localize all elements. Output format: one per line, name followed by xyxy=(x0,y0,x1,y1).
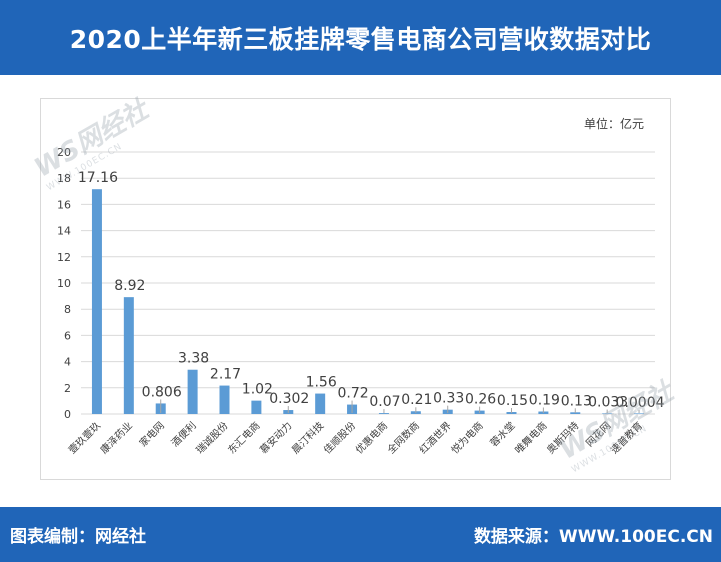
y-tick-label: 16 xyxy=(57,198,71,211)
data-label: 0.33 xyxy=(433,391,464,407)
x-tick-label: 网花网 xyxy=(583,419,613,449)
x-tick-label: 全网数商 xyxy=(384,419,421,456)
y-tick-label: 10 xyxy=(57,277,71,290)
x-tick-label: 红酒世界 xyxy=(416,419,453,456)
bar xyxy=(506,412,517,414)
bar xyxy=(219,385,230,414)
y-tick-label: 20 xyxy=(57,146,71,159)
x-tick-label: 悦为电商 xyxy=(448,419,485,456)
x-tick-label: 瑞诚股份 xyxy=(194,420,231,457)
y-tick-label: 6 xyxy=(64,329,71,342)
data-label: 0.13 xyxy=(561,393,592,409)
x-tick-label: 蓉水堂 xyxy=(487,419,517,449)
data-label: 0.806 xyxy=(142,384,182,400)
x-tick-label: 家电网 xyxy=(136,419,166,449)
data-label: 0.21 xyxy=(401,392,432,408)
x-tick-label: 唯舞电商 xyxy=(512,419,549,456)
data-labels: 17.168.920.8063.382.171.020.3021.560.720… xyxy=(78,170,665,413)
data-label: 17.16 xyxy=(78,170,118,186)
x-tick-label: 慕安动力 xyxy=(257,419,294,456)
bar xyxy=(251,400,262,414)
x-tick-label: 速普教育 xyxy=(608,419,645,456)
page-title: 2020上半年新三板挂牌零售电商公司营收数据对比 xyxy=(69,24,652,54)
x-tick-label: 壹玖壹玖 xyxy=(66,419,103,456)
bar xyxy=(378,413,389,414)
y-tick-label: 2 xyxy=(64,382,71,395)
data-label: 8.92 xyxy=(114,278,145,294)
data-label: 2.17 xyxy=(210,367,241,383)
bar xyxy=(634,413,645,414)
chart-editor: 图表编制：网经社 xyxy=(10,527,146,547)
data-label: 0.72 xyxy=(337,386,368,402)
bar-chart: 0 2 4 6 8 10 12 14 16 18 20 17.16 8.92 0.806 3.382.17… xyxy=(57,116,665,456)
y-axis: 0 2 4 6 8 10 12 14 16 18 20 xyxy=(57,146,71,421)
y-tick-label: 18 xyxy=(57,172,71,185)
x-tick-label: 优惠电商 xyxy=(353,419,390,456)
data-label: 0.302 xyxy=(269,391,309,407)
y-tick-label: 12 xyxy=(57,251,71,264)
data-label: 0.07 xyxy=(369,394,400,410)
data-label: 1.02 xyxy=(242,382,273,398)
data-label: 0.033 xyxy=(588,395,628,411)
y-tick-label: 8 xyxy=(64,303,71,316)
y-tick-label: 14 xyxy=(57,225,71,238)
footer-bar: 图表编制：网经社 数据来源：WWW.100EC.CN xyxy=(0,507,721,562)
title-bar: 2020上半年新三板挂牌零售电商公司营收数据对比 xyxy=(0,0,721,75)
data-label: 1.56 xyxy=(306,375,337,391)
bar xyxy=(315,393,326,414)
gridlines xyxy=(81,151,655,415)
x-tick-label: 康泽药业 xyxy=(97,419,134,456)
bar xyxy=(123,297,134,414)
bar xyxy=(570,412,581,414)
x-tick-label: 奥斯玛特 xyxy=(544,419,581,456)
y-tick-label: 4 xyxy=(64,356,71,369)
bars xyxy=(91,189,645,414)
data-label: 0.15 xyxy=(497,393,528,409)
data-label: 0.19 xyxy=(529,393,560,409)
data-source: 数据来源：WWW.100EC.CN xyxy=(473,527,713,547)
bar xyxy=(187,369,198,414)
y-tick-label: 0 xyxy=(64,408,71,421)
data-label: 0.26 xyxy=(465,392,496,408)
chart-panel: 0 2 4 6 8 10 12 14 16 18 20 17.16 8.92 0.806 3.38 2.17… xyxy=(40,98,671,480)
data-label: 3.38 xyxy=(178,351,209,367)
x-tick-label: 晨汀科技 xyxy=(289,419,326,456)
x-tick-label: 佳顺股份 xyxy=(321,419,358,456)
x-tick-label: 酒便利 xyxy=(168,419,198,449)
bar xyxy=(91,189,102,414)
bar xyxy=(602,413,613,414)
x-tick-label: 东汇电商 xyxy=(225,419,262,456)
data-label: 0.0004 xyxy=(616,395,665,411)
unit-label: 单位：亿元 xyxy=(584,116,644,131)
